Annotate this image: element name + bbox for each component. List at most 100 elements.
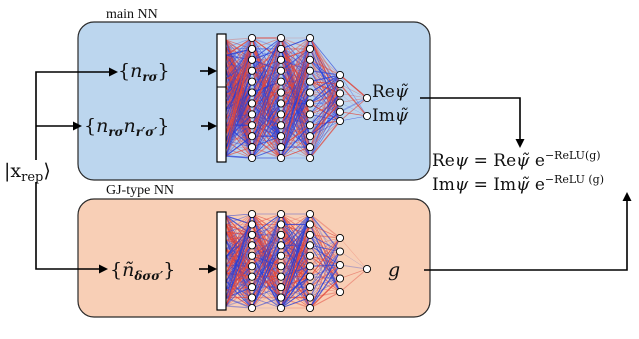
main-nn-edge [251,37,282,50]
gj-nn-edge [225,213,253,282]
gj-nn-neuron [305,272,315,281]
main-nn-edge [225,59,253,157]
main-nn-neuron [305,88,315,97]
gj-nn-edge [280,297,311,309]
gj-nn-edge [251,213,282,257]
main-nn-neuron [276,44,286,53]
main-nn-edge [251,113,282,159]
gj-nn-edge [339,268,368,279]
main-nn-edge [280,92,311,159]
gj-nn-edge [309,266,341,279]
gj-nn-edge [251,245,282,309]
main-nn-edge [309,74,341,159]
gj-nn-edge [251,297,282,309]
gj-nn-neuron [335,233,345,243]
gj-nn-edge [280,245,311,309]
main-nn-neuron [276,143,286,152]
gj-nn-edges [225,213,368,309]
gj-nn-edge [280,213,311,225]
main-nn-edge [309,111,341,137]
output-im-psi: Imψ̃ [372,106,409,126]
gj-nn-neuron [276,283,286,292]
gj-nn-edge [225,215,253,226]
main-nn-edge [225,37,253,49]
main-nn-edge [280,37,311,72]
main-nn-neuron [305,77,315,86]
main-nn-edge [280,70,311,159]
main-nn-edge [251,37,282,137]
gj-nn-edge [225,305,253,309]
gj-nn-neuron [247,293,257,302]
main-nn-neuron [335,98,345,107]
main-nn-edge [225,155,253,159]
input-ket: |xrep⟩ [4,160,51,185]
gj-nn-edge [309,237,341,277]
main-nn-neuron [362,93,372,103]
main-nn-neuron [276,88,286,97]
main-nn-edge [225,135,253,157]
gj-nn-neuron [247,251,257,260]
main-nn-edge [251,103,282,159]
output-g: g [388,259,400,281]
main-nn-edge [309,48,341,94]
gj-nn-edge [251,265,282,309]
main-nn-neuron [305,110,315,119]
main-nn-neuron [247,44,257,53]
main-nn-edge [251,81,282,159]
gj-nn-edge [225,213,253,299]
main-nn-edge [309,74,341,104]
main-nn-edge [251,48,282,159]
gj-nn-edge [225,286,253,307]
main-nn-neuron [362,111,372,121]
gj-nn-edge [309,234,341,239]
main-nn-edge [225,37,253,41]
main-nn-neuron [305,121,315,130]
main-nn-edge [251,92,282,159]
main-nn-edge [280,103,311,159]
gj-nn-neuron [276,272,286,281]
gj-nn-edge [225,215,253,246]
main-nn-edge [225,124,253,157]
gj-nn-edge [309,237,341,309]
main-nn-edge [339,93,368,99]
gj-nn-edge [309,251,341,309]
main-nn-neuron [247,66,257,75]
main-nn-edge [309,74,341,115]
main-nn-edge [309,81,341,122]
main-nn-edge [309,59,341,76]
gj-nn-edge [251,213,282,298]
feature-n-single: {nrσ} [118,60,170,84]
gj-nn-edge [339,268,368,293]
main-nn-edge [225,37,253,79]
gj-nn-edge [309,237,341,298]
main-nn-edge [251,146,282,159]
main-nn-edge [251,81,282,126]
main-nn-edge [280,81,311,159]
gj-nn-neuron [247,241,257,250]
gj-nn-neuron [276,209,286,219]
gj-nn-neuron [305,209,315,219]
main-nn-edge [225,59,253,149]
gj-nn-edge [309,264,341,298]
gj-nn-edge [309,277,341,309]
gj-nn-neuron [247,220,257,229]
main-nn-neuron [247,55,257,64]
gj-nn-edge [309,264,341,278]
gj-nn-edge [309,291,341,309]
main-nn-neuron [247,77,257,86]
gj-nn-edge [225,213,253,225]
main-nn-edge [309,120,341,159]
gj-nn-neuron [276,241,286,250]
gj-nn-edge [309,251,341,278]
gj-nn-edge [251,234,282,309]
main-nn-neuron [335,116,345,126]
main-nn-edge [280,124,311,159]
gj-nn-edge [309,237,341,267]
main-nn-neuron [276,55,286,64]
main-nn-edge [309,70,341,113]
gj-nn-edge [225,213,253,241]
gj-nn-edge [251,213,282,277]
gj-nn-edge [225,213,253,233]
main-nn-edge [309,70,341,76]
